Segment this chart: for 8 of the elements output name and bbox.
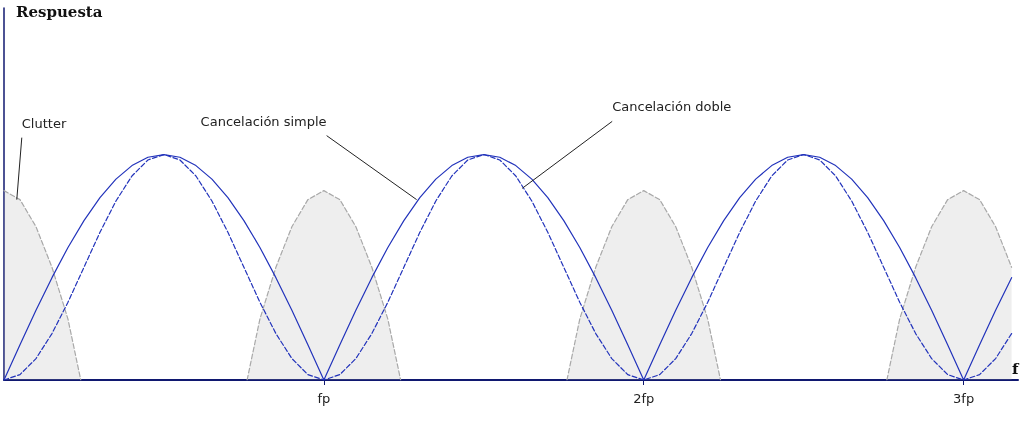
x-tick-label: 2fp xyxy=(633,391,655,406)
x-axis-title: f xyxy=(1012,359,1020,378)
text: Respuesta xyxy=(16,2,103,21)
x-tick-label: 3fp xyxy=(953,391,975,406)
annotation: Clutter xyxy=(21,115,67,131)
x-tick-label: fp xyxy=(317,391,331,406)
annotation: Cancelación simple xyxy=(200,113,327,129)
annotation: Cancelación doble xyxy=(612,99,732,115)
